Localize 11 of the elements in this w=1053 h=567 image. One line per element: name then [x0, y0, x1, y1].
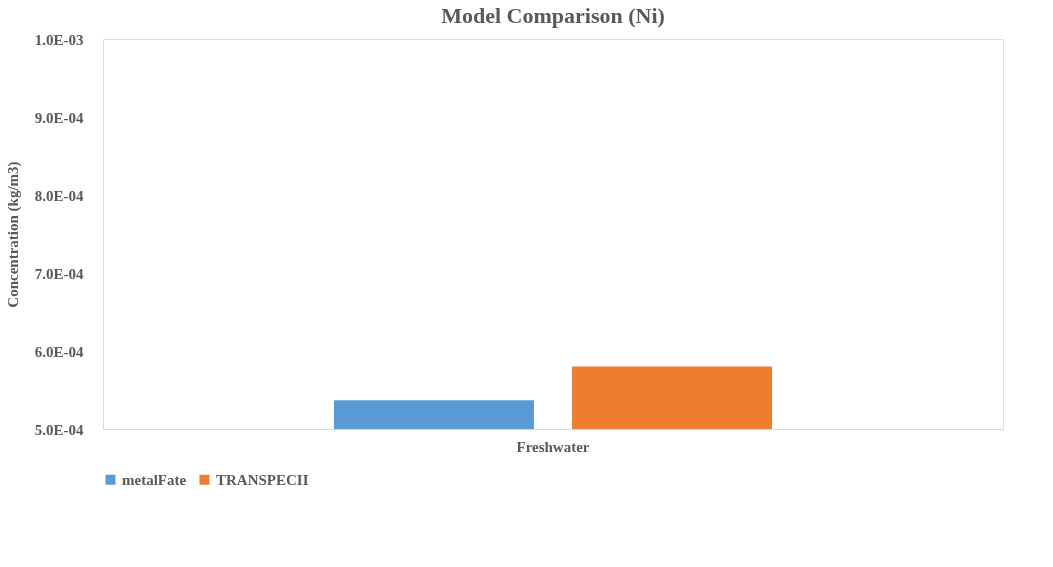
y-tick-label: 9.0E-04	[34, 109, 84, 126]
legend-label: TRANSPECII	[216, 471, 309, 488]
y-tick-label: 6.0E-04	[34, 343, 84, 360]
y-tick-label: 5.0E-04	[34, 421, 84, 438]
x-tick-label: Freshwater	[516, 438, 590, 455]
chart-title: Model Comparison (Ni)	[441, 3, 665, 28]
y-tick-label: 8.0E-04	[34, 187, 84, 204]
y-axis-title: Concentration (kg/m3)	[4, 161, 22, 308]
y-tick-label: 7.0E-04	[34, 265, 84, 282]
y-tick-label: 1.0E-03	[34, 31, 84, 48]
legend-label: metalFate	[122, 471, 187, 488]
